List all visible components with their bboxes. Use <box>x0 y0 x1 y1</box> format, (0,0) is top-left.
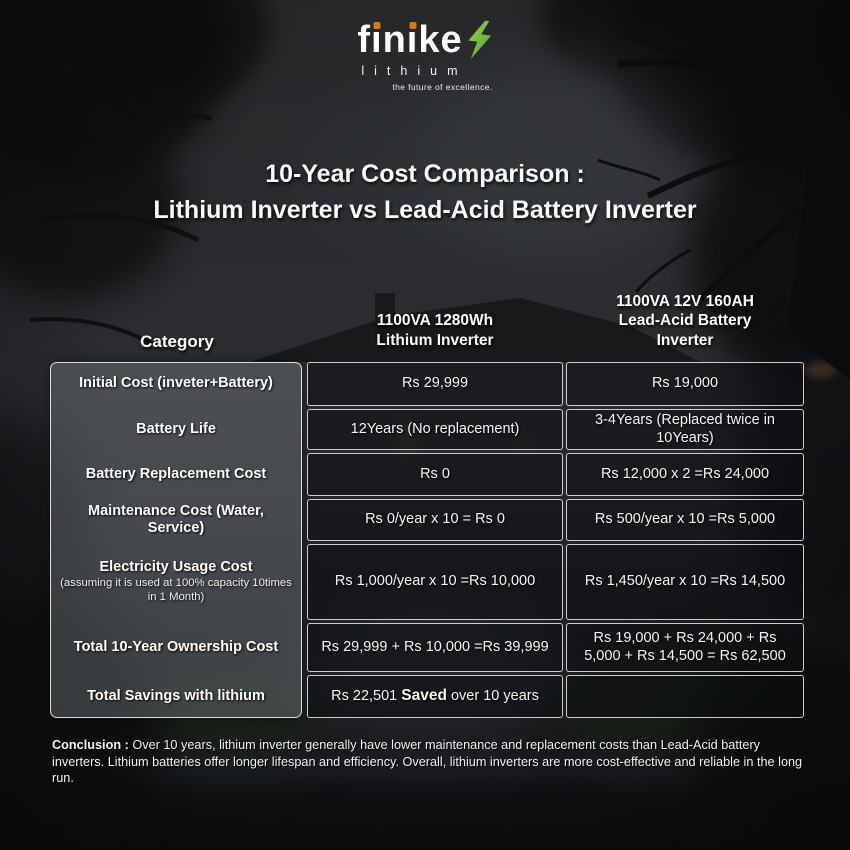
value-lithium-total-ownership: Rs 29,999 + Rs 10,000 =Rs 39,999 <box>307 622 563 672</box>
conclusion-label: Conclusion : <box>52 738 129 752</box>
category-panel <box>50 361 302 718</box>
value-lead-acid-replacement-cost: Rs 12,000 x 2 =Rs 24,000 <box>566 452 804 496</box>
value-lead-acid-maintenance-cost: Rs 500/year x 10 =Rs 5,000 <box>566 498 804 541</box>
column-header-lithium: 1100VA 1280Wh Lithium Inverter <box>376 312 494 350</box>
comparison-table: Category 1100VA 1280Wh Lithium Inverter … <box>50 283 804 719</box>
category-electricity: Electricity Usage Cost (assuming it is us… <box>50 542 302 621</box>
title-line-2: Lithium Inverter vs Lead-Acid Battery In… <box>153 195 697 224</box>
category-total-ownership: Total 10-Year Ownership Cost <box>73 638 279 655</box>
value-lithium-maintenance-cost: Rs 0/year x 10 = Rs 0 <box>307 498 563 541</box>
brand-tagline: the future of excellence. <box>392 82 493 92</box>
brand-subtitle: lithium <box>361 64 468 78</box>
page-title: 10-Year Cost Comparison : Lithium Invert… <box>0 157 850 228</box>
category-battery-life: Battery Life <box>136 420 216 437</box>
value-lithium-initial-cost: Rs 29,999 <box>307 361 563 406</box>
value-lithium-total-savings: Rs 22,501 Saved over 10 years <box>307 674 563 718</box>
brand-name: fı nı ke <box>357 19 463 61</box>
column-header-category: Category <box>140 332 214 352</box>
column-header-lead-acid: 1100VA 12V 160AH Lead-Acid Battery Inver… <box>616 292 754 350</box>
conclusion-body: Over 10 years, lithium inverter generall… <box>52 738 803 785</box>
value-lead-acid-electricity-cost: Rs 1,450/year x 10 =Rs 14,500 <box>566 543 804 620</box>
category-electricity-note: (assuming it is used at 100% capacity 10… <box>60 577 292 603</box>
value-lithium-battery-life: 12Years (No replacement) <box>307 408 563 450</box>
category-total-savings: Total Savings with lithium <box>87 687 265 704</box>
value-lithium-electricity-cost: Rs 1,000/year x 10 =Rs 10,000 <box>307 543 563 620</box>
conclusion-text: Conclusion : Over 10 years, lithium inve… <box>52 737 808 787</box>
brand-logo: fı nı ke lithium the future of excellence. <box>0 20 850 92</box>
lightning-bolt-icon <box>467 20 491 59</box>
category-battery-replacement: Battery Replacement Cost <box>85 465 267 482</box>
value-lead-acid-total-ownership: Rs 19,000 + Rs 24,000 + Rs 5,000 + Rs 14… <box>566 622 804 672</box>
value-lithium-replacement-cost: Rs 0 <box>307 452 563 496</box>
category-maintenance: Maintenance Cost (Water, Service) <box>88 502 264 536</box>
value-lead-acid-initial-cost: Rs 19,000 <box>566 361 804 406</box>
value-lead-acid-battery-life: 3-4Years (Replaced twice in 10Years) <box>566 408 804 450</box>
value-lead-acid-total-savings-empty <box>566 674 804 718</box>
category-initial-cost: Initial Cost (inveter+Battery) <box>79 375 273 392</box>
title-line-1: 10-Year Cost Comparison : <box>265 160 585 188</box>
